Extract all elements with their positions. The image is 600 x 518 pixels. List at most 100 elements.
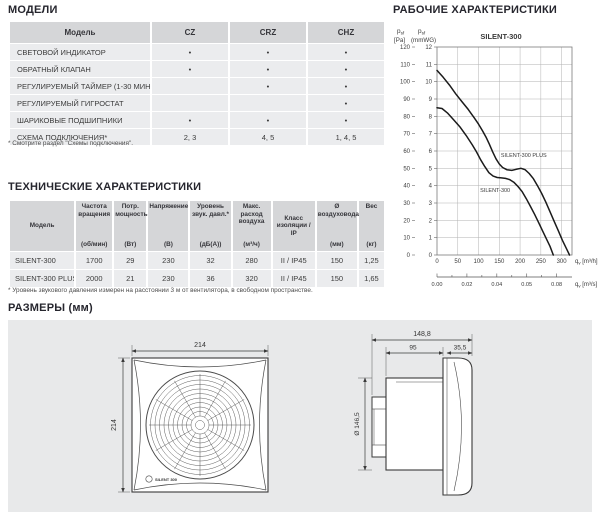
dimensions-section-title: РАЗМЕРЫ (мм) [8, 302, 93, 314]
feature-value [152, 95, 228, 111]
svg-text:300: 300 [557, 259, 568, 265]
svg-text:qv [m³/s]: qv [m³/s] [575, 282, 598, 288]
feature-label: ОБРАТНЫЙ КЛАПАН [10, 61, 150, 77]
svg-text:12: 12 [425, 45, 432, 51]
svg-text:50: 50 [454, 259, 461, 265]
svg-text:4: 4 [429, 184, 433, 190]
models-table-row: СВЕТОВОЙ ИНДИКАТОР • • • [10, 44, 384, 60]
svg-text:5: 5 [429, 166, 433, 172]
tech-section-title: ТЕХНИЧЕСКИЕ ХАРАКТЕРИСТИКИ [8, 181, 202, 193]
svg-text:2: 2 [429, 218, 433, 224]
spec-value: 320 [232, 270, 271, 287]
feature-value: • [308, 112, 384, 128]
spec-value: 32 [190, 252, 231, 269]
svg-text:7: 7 [429, 132, 433, 138]
fan-grille [145, 370, 255, 480]
svg-text:0: 0 [429, 253, 433, 259]
svg-text:1: 1 [429, 236, 433, 242]
svg-text:120: 120 [400, 45, 411, 51]
tech-col-header: Вес (кг) [358, 201, 384, 251]
models-table: Модель CZ CRZ CHZ СВЕТОВОЙ ИНДИКАТОР • • • ОБРА… [8, 21, 386, 146]
front-view-drawing: SILENT 300 214 214 [111, 342, 269, 493]
side-view-drawing: 148,8 95 35,5 Ø 146,5 [354, 331, 473, 496]
spec-value: II / IP45 [272, 270, 315, 287]
svg-text:psf: psf [418, 28, 426, 35]
svg-text:psf: psf [397, 28, 405, 35]
svg-text:40: 40 [403, 184, 410, 190]
spec-value: 1,65 [358, 270, 384, 287]
models-table-row: РЕГУЛИРУЕМЫЙ ГИГРОСТАТ • [10, 95, 384, 111]
feature-value: • [152, 112, 228, 128]
svg-text:11: 11 [426, 62, 433, 68]
spec-value: 21 [114, 270, 147, 287]
tech-col-header: Потр. мощность (Вт) [114, 201, 148, 251]
model-name: SILENT-300 PLUS [10, 270, 75, 287]
tech-col-header: Напряжение (В) [148, 201, 189, 251]
tech-table-row: SILENT-300 PLUS 2000 21 230 36 320 II / IP45 15… [10, 270, 384, 287]
svg-text:150: 150 [494, 259, 505, 265]
feature-value: 1, 4, 5 [308, 129, 384, 145]
svg-text:100: 100 [400, 80, 411, 86]
feature-value: • [152, 44, 228, 60]
curve-silent-300 [436, 106, 555, 256]
performance-section-title: РАБОЧИЕ ХАРАКТЕРИСТИКИ [393, 4, 558, 16]
feature-value [152, 78, 228, 94]
models-table-row: ШАРИКОВЫЕ ПОДШИПНИКИ • • • [10, 112, 384, 128]
tech-table-row: SILENT-300 1700 29 230 32 280 II / IP45 150 1,25 [10, 252, 384, 269]
svg-text:0.04: 0.04 [491, 282, 502, 288]
side-total-depth-dim: 148,8 [413, 331, 431, 338]
svg-text:(mmWG): (mmWG) [411, 37, 436, 44]
series-label: SILENT-300 PLUS [501, 153, 547, 159]
feature-label: ШАРИКОВЫЕ ПОДШИПНИКИ [10, 112, 150, 128]
svg-text:100: 100 [474, 259, 485, 265]
spec-value: 29 [114, 252, 147, 269]
spec-value: 2000 [76, 270, 113, 287]
feature-value: • [230, 44, 306, 60]
models-col-model: Модель [10, 22, 150, 43]
feature-value: • [230, 112, 306, 128]
spec-value: 150 [316, 270, 357, 287]
svg-text:10: 10 [403, 236, 410, 242]
svg-text:0: 0 [407, 253, 411, 259]
feature-value: 2, 3 [152, 129, 228, 145]
front-height-dim: 214 [111, 419, 118, 431]
spec-value: 230 [148, 270, 189, 287]
front-logo-text: SILENT 300 [155, 477, 178, 482]
svg-text:50: 50 [403, 166, 410, 172]
tech-table: Модель Частота вращения (об/мин) Потр. мощн… [8, 200, 386, 288]
tech-col-header: Модель [10, 201, 75, 251]
feature-label: СВЕТОВОЙ ИНДИКАТОР [10, 44, 150, 60]
tech-col-header: Ø воздуховода (мм) [316, 201, 359, 251]
svg-text:60: 60 [403, 149, 410, 155]
models-section-title: МОДЕЛИ [8, 4, 58, 16]
model-name: SILENT-300 [10, 252, 75, 269]
feature-value: • [308, 44, 384, 60]
tech-col-header: Макс. расход воздуха (м³/ч) [232, 201, 271, 251]
side-duct-diameter-dim: Ø 146,5 [354, 412, 361, 436]
feature-label: СХЕМА ПОДКЛЮЧЕНИЯ* [10, 129, 150, 145]
models-col-variant: CRZ [230, 22, 306, 43]
svg-text:3: 3 [429, 201, 433, 207]
svg-text:6: 6 [429, 149, 433, 155]
feature-value: 4, 5 [230, 129, 306, 145]
feature-value [230, 95, 306, 111]
spec-value: 280 [232, 252, 271, 269]
models-col-variant: CZ [152, 22, 228, 43]
brand-logo-icon [145, 475, 153, 483]
svg-text:[Pa]: [Pa] [394, 37, 405, 44]
svg-text:0.00: 0.00 [432, 282, 443, 288]
svg-text:90: 90 [403, 97, 410, 103]
side-body-depth-dim: 95 [409, 345, 417, 352]
svg-text:0: 0 [435, 259, 439, 265]
performance-chart: 0102030405060708090100110120012345678910… [394, 28, 598, 288]
feature-value: • [152, 61, 228, 77]
feature-label: РЕГУЛИРУЕМЫЙ ГИГРОСТАТ [10, 95, 150, 111]
tech-footnote: * Уровень звукового давления измерен на … [8, 287, 313, 294]
curve-silent-300-plus [436, 69, 571, 256]
feature-value: • [308, 78, 384, 94]
svg-text:110: 110 [400, 62, 410, 68]
svg-text:80: 80 [403, 114, 410, 120]
series-label: SILENT-300 [480, 188, 510, 194]
svg-text:10: 10 [425, 80, 432, 86]
svg-text:0.05: 0.05 [521, 282, 532, 288]
